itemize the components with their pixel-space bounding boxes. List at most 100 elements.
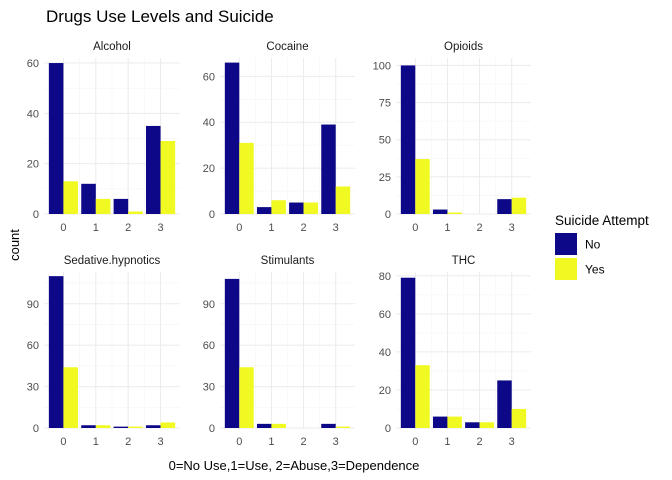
y-tick-label: 60 bbox=[203, 340, 215, 352]
bar-stimulants-no-1 bbox=[256, 423, 272, 428]
x-tick-label: 2 bbox=[477, 222, 483, 234]
bar-cocaine-yes-3 bbox=[335, 186, 351, 214]
bar-stimulants-yes-0 bbox=[239, 367, 254, 428]
bar-thc-yes-2 bbox=[479, 422, 495, 428]
y-tick-label: 100 bbox=[373, 60, 391, 72]
y-tick-label: 40 bbox=[203, 117, 215, 129]
x-tick-label: 2 bbox=[125, 436, 131, 448]
y-tick-label: 0 bbox=[33, 209, 39, 221]
y-tick-label: 75 bbox=[379, 98, 391, 110]
legend-label-yes: Yes bbox=[585, 263, 605, 277]
bar-cocaine-yes-0 bbox=[239, 142, 254, 214]
y-tick-label: 60 bbox=[203, 71, 215, 83]
bar-cocaine-no-0 bbox=[224, 62, 240, 215]
bar-alcohol-yes-3 bbox=[160, 141, 176, 214]
bar-sedative-hypnotics-no-1 bbox=[81, 425, 96, 428]
x-tick-label: 0 bbox=[236, 436, 242, 448]
y-tick-label: 50 bbox=[379, 135, 391, 147]
bar-stimulants-no-0 bbox=[224, 278, 240, 428]
y-tick-label: 20 bbox=[203, 163, 215, 175]
y-tick-label: 20 bbox=[27, 159, 39, 171]
x-tick-label: 3 bbox=[158, 436, 164, 448]
bar-alcohol-no-3 bbox=[146, 125, 161, 214]
x-tick-label: 1 bbox=[268, 436, 274, 448]
bar-thc-no-3 bbox=[497, 380, 512, 428]
bar-sedative-hypnotics-yes-2 bbox=[128, 426, 143, 428]
x-tick-label: 1 bbox=[268, 222, 274, 234]
bar-sedative-hypnotics-yes-0 bbox=[63, 367, 78, 428]
legend-label-no: No bbox=[585, 238, 601, 252]
x-tick-label: 0 bbox=[60, 222, 66, 234]
y-tick-label: 0 bbox=[33, 423, 39, 435]
x-tick-label: 2 bbox=[125, 222, 131, 234]
x-axis-title: 0=No Use,1=Use, 2=Abuse,3=Dependence bbox=[169, 458, 420, 473]
bar-opioids-yes-3 bbox=[511, 197, 527, 214]
legend-key-yes bbox=[555, 258, 577, 280]
x-tick-label: 3 bbox=[333, 222, 339, 234]
bar-thc-no-1 bbox=[432, 416, 448, 428]
x-tick-label: 0 bbox=[412, 222, 418, 234]
bar-cocaine-no-2 bbox=[289, 202, 304, 214]
legend: Suicide Attempt No Yes bbox=[555, 213, 649, 280]
chart-title: Drugs Use Levels and Suicide bbox=[46, 7, 274, 26]
y-tick-label: 90 bbox=[27, 299, 39, 311]
bar-thc-yes-3 bbox=[511, 408, 527, 428]
y-tick-label: 40 bbox=[379, 347, 391, 359]
x-tick-label: 2 bbox=[301, 222, 307, 234]
facet-stimulants: Stimulants 0 30 60 90 0 1 2 3 bbox=[203, 255, 355, 448]
y-tick-label: 60 bbox=[27, 340, 39, 352]
x-tick-label: 0 bbox=[412, 436, 418, 448]
bar-cocaine-yes-2 bbox=[303, 202, 319, 214]
y-tick-label: 0 bbox=[385, 423, 391, 435]
x-tick-label: 3 bbox=[158, 222, 164, 234]
facet-title-opioids: Opioids bbox=[444, 41, 483, 53]
y-axis-title: count bbox=[7, 229, 22, 261]
facet-opioids: Opioids 0 25 50 75 100 0 1 2 3 bbox=[373, 41, 531, 234]
bar-cocaine-yes-1 bbox=[271, 200, 286, 214]
facet-title-thc: THC bbox=[452, 255, 476, 267]
y-tick-label: 60 bbox=[379, 309, 391, 321]
bar-alcohol-yes-0 bbox=[63, 181, 78, 214]
bar-opioids-no-0 bbox=[400, 65, 416, 214]
facet-title-alcohol: Alcohol bbox=[93, 41, 131, 53]
facet-title-sedative-hypnotics: Sedative.hypnotics bbox=[64, 255, 161, 267]
x-tick-label: 2 bbox=[477, 436, 483, 448]
y-tick-label: 90 bbox=[203, 299, 215, 311]
bar-stimulants-yes-1 bbox=[271, 423, 286, 428]
x-tick-label: 2 bbox=[301, 436, 307, 448]
bar-alcohol-no-1 bbox=[81, 183, 96, 214]
x-tick-label: 1 bbox=[444, 436, 450, 448]
bar-thc-no-0 bbox=[400, 277, 416, 428]
bar-alcohol-yes-2 bbox=[128, 211, 143, 214]
y-tick-label: 30 bbox=[27, 382, 39, 394]
legend-title: Suicide Attempt bbox=[555, 213, 649, 228]
y-tick-label: 0 bbox=[209, 209, 215, 221]
x-tick-label: 3 bbox=[509, 222, 515, 234]
bar-sedative-hypnotics-no-3 bbox=[146, 425, 161, 428]
x-tick-label: 1 bbox=[444, 222, 450, 234]
bar-opioids-no-3 bbox=[497, 199, 512, 214]
y-tick-label: 30 bbox=[203, 382, 215, 394]
bar-stimulants-yes-3 bbox=[335, 426, 351, 428]
y-tick-label: 60 bbox=[27, 58, 39, 70]
y-tick-label: 20 bbox=[379, 385, 391, 397]
bar-alcohol-no-2 bbox=[113, 198, 129, 214]
bar-opioids-no-1 bbox=[432, 209, 448, 214]
bar-alcohol-no-0 bbox=[48, 63, 64, 214]
facet-title-stimulants: Stimulants bbox=[261, 255, 315, 267]
bar-stimulants-no-3 bbox=[321, 423, 336, 428]
x-tick-label: 3 bbox=[333, 436, 339, 448]
bar-sedative-hypnotics-yes-3 bbox=[160, 422, 176, 428]
bar-cocaine-no-3 bbox=[321, 124, 336, 214]
facet-alcohol: Alcohol 0 20 40 60 0 1 2 3 bbox=[27, 41, 180, 234]
bar-opioids-yes-1 bbox=[447, 212, 462, 214]
facet-sedative-hypnotics: Sedative.hypnotics 0 30 60 90 0 1 2 3 bbox=[27, 255, 180, 448]
y-tick-label: 25 bbox=[379, 172, 391, 184]
y-tick-label: 80 bbox=[379, 271, 391, 283]
x-tick-label: 1 bbox=[93, 436, 99, 448]
bar-alcohol-yes-1 bbox=[95, 198, 111, 214]
bar-sedative-hypnotics-no-2 bbox=[113, 426, 129, 428]
facet-title-cocaine: Cocaine bbox=[266, 41, 308, 53]
